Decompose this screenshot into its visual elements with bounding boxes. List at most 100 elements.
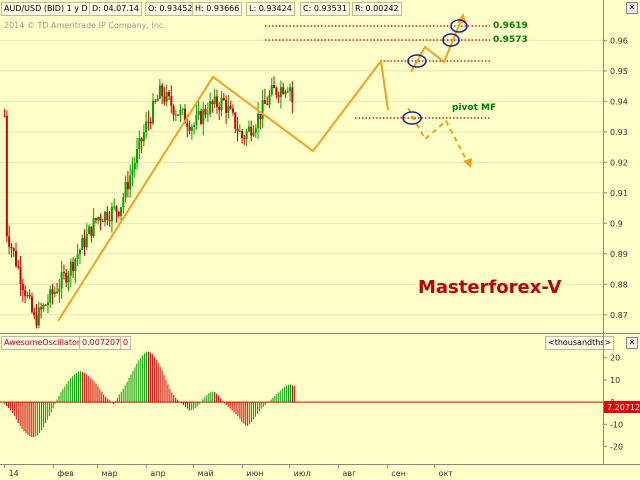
osc-tick-label: -10 — [610, 420, 623, 429]
candle-body — [65, 272, 68, 283]
candle-body — [227, 106, 230, 113]
osc-tick-label: -20 — [610, 442, 623, 451]
candle-body — [58, 288, 61, 293]
candle-body — [206, 113, 209, 115]
candle-body — [222, 97, 225, 100]
time-axis: 14 фев мар апр май июн июл авг сен окт — [4, 464, 453, 478]
candle-body — [51, 289, 54, 295]
candle-body — [204, 109, 207, 115]
candle-body — [229, 106, 232, 109]
x-tick-label: июн — [246, 469, 263, 478]
candle-body — [90, 226, 93, 237]
y-tick-label: 0.87 — [610, 311, 628, 320]
candle-body — [19, 267, 22, 285]
y-tick-label: 0.93 — [610, 128, 628, 137]
current-value-badge — [604, 401, 640, 413]
candle-body — [152, 100, 155, 124]
candle-body — [177, 114, 180, 116]
candle-body — [190, 127, 193, 131]
candle-body — [268, 94, 271, 105]
candle-body — [3, 115, 6, 117]
candle-body — [197, 110, 200, 116]
x-tick-label: май — [198, 469, 214, 478]
candle-body — [161, 85, 164, 97]
candle-body — [247, 126, 250, 132]
candle-body — [28, 294, 31, 297]
candle-body — [183, 108, 186, 124]
candle-body — [12, 248, 15, 251]
candle-body — [92, 218, 95, 237]
candle-body — [261, 100, 264, 120]
y-tick-label: 0.91 — [610, 189, 628, 198]
candle-body — [257, 113, 260, 129]
candle-body — [179, 109, 182, 116]
y-tick-label: 0.89 — [610, 250, 628, 259]
indicator-index: 0 — [120, 336, 132, 350]
candle-body — [149, 121, 152, 124]
x-tick-label: апр — [150, 469, 165, 478]
candle-body — [168, 91, 171, 97]
close-readout: C: 0.93531 — [300, 2, 350, 16]
y-tick-label: 0.9 — [610, 219, 623, 228]
candle-body — [275, 87, 278, 95]
candle-body — [252, 132, 255, 136]
candle-body — [76, 254, 79, 259]
candle-body — [174, 114, 177, 116]
ellipse-marker — [450, 19, 468, 33]
candle-body — [163, 96, 166, 102]
candle-body — [142, 132, 145, 142]
candle-body — [170, 96, 173, 107]
candle-body — [14, 250, 17, 266]
candle-body — [35, 315, 38, 326]
candle-body — [263, 100, 266, 104]
candle-body — [83, 237, 86, 248]
high-readout: H: 0.93666 — [192, 2, 243, 16]
candle-body — [49, 289, 52, 303]
candle-body — [104, 211, 107, 222]
candle-body — [44, 304, 47, 306]
candle-body — [129, 175, 132, 190]
candle-body — [195, 115, 198, 126]
candle-body — [37, 307, 40, 326]
candle-body — [215, 96, 218, 107]
candle-body — [145, 121, 148, 133]
candle-body — [21, 284, 24, 291]
candle-body — [24, 290, 27, 297]
candle-body — [172, 106, 175, 115]
x-tick-label: сен — [391, 469, 406, 478]
y-tick-label: 0.88 — [610, 280, 628, 289]
candle-body — [5, 115, 8, 237]
y-tick-label: 0.96 — [610, 36, 628, 45]
candle-body — [250, 126, 253, 136]
candle-body — [211, 101, 214, 105]
low-readout: L: 0.93424 — [246, 2, 295, 16]
candle-body — [291, 87, 294, 103]
candle-body — [266, 103, 269, 105]
candle-body — [245, 131, 248, 139]
x-tick-label: авг — [342, 469, 356, 478]
candle-body — [158, 85, 161, 99]
scale-label: <thousandths> — [545, 336, 615, 350]
candle-body — [53, 291, 56, 295]
candle-body — [282, 87, 285, 94]
arrow-down-icon — [463, 158, 472, 168]
close-icon[interactable]: ✕ — [626, 2, 638, 14]
x-tick-label: июл — [294, 469, 311, 478]
osc-bars — [4, 351, 295, 438]
candle-body — [147, 121, 150, 123]
candle-body — [117, 211, 120, 217]
ellipse-marker — [442, 33, 460, 47]
candle-body — [67, 275, 70, 283]
osc-tick-label: 20 — [610, 354, 620, 363]
candle-body — [277, 94, 280, 97]
candle-body — [113, 206, 116, 208]
projection-dashed — [407, 107, 469, 164]
candle-body — [42, 304, 45, 310]
candle-body — [97, 217, 100, 221]
candle-body — [156, 98, 159, 102]
candle-body — [62, 272, 65, 274]
watermark-text: Masterforex-V — [418, 277, 562, 298]
close-icon[interactable]: ✕ — [626, 337, 638, 349]
date-readout: D: 04.07.14 — [89, 2, 143, 16]
candle-body — [72, 261, 75, 271]
